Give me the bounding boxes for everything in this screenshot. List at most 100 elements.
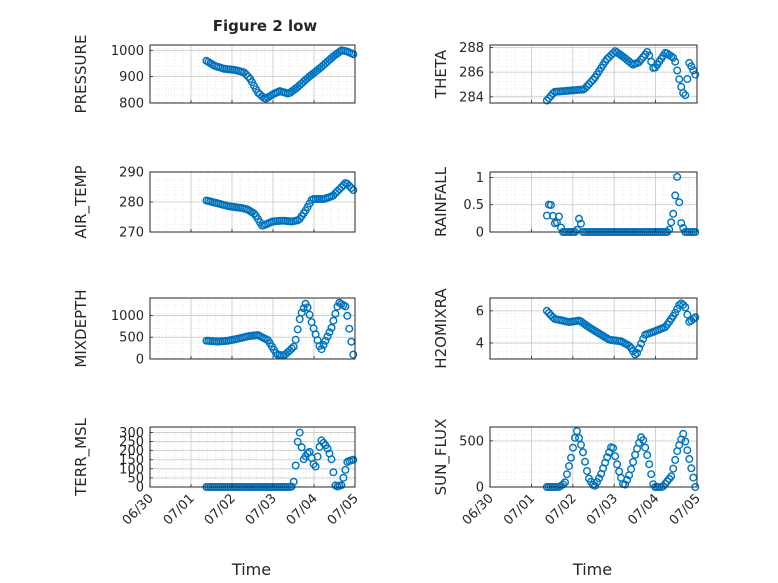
y-tick-label: 288 bbox=[459, 41, 484, 56]
data-point bbox=[681, 91, 690, 100]
data-point bbox=[647, 470, 656, 479]
y-tick-label: 200 bbox=[119, 444, 144, 459]
data-point bbox=[343, 311, 352, 320]
data-point bbox=[667, 472, 676, 481]
data-point bbox=[585, 80, 594, 89]
data-point bbox=[613, 460, 622, 469]
data-point bbox=[297, 308, 306, 317]
data-point bbox=[593, 478, 602, 487]
y-axis-label: TERR_MSL bbox=[72, 417, 91, 496]
data-point bbox=[575, 434, 584, 443]
y-axis-label: AIR_TEMP bbox=[72, 165, 91, 238]
data-point bbox=[323, 444, 332, 453]
data-point bbox=[669, 53, 678, 62]
data-point bbox=[569, 443, 578, 452]
data-point bbox=[546, 200, 555, 209]
plot-area bbox=[490, 427, 697, 487]
data-point bbox=[343, 179, 352, 188]
x-tick-label: 06/30 bbox=[460, 491, 497, 528]
x-tick-label: 07/05 bbox=[325, 491, 362, 528]
data-point bbox=[685, 455, 694, 464]
data-point bbox=[623, 475, 632, 484]
y-axis-label: RAINFALL bbox=[432, 166, 450, 237]
data-point bbox=[323, 332, 332, 341]
y-tick-label: 0 bbox=[136, 481, 144, 496]
data-point bbox=[573, 427, 582, 436]
data-point bbox=[303, 303, 312, 312]
data-point bbox=[242, 70, 251, 79]
y-tick-label: 0 bbox=[476, 481, 484, 496]
data-point bbox=[583, 82, 592, 91]
data-point bbox=[337, 183, 346, 192]
data-point bbox=[335, 185, 344, 194]
data-point bbox=[595, 474, 604, 483]
data-point bbox=[565, 462, 574, 471]
data-point bbox=[669, 209, 678, 218]
data-point bbox=[577, 219, 586, 228]
data-point bbox=[627, 465, 636, 474]
data-point bbox=[639, 334, 648, 343]
data-point bbox=[581, 457, 590, 466]
data-point bbox=[291, 461, 300, 470]
data-point bbox=[643, 451, 652, 460]
x-tick-label: 07/02 bbox=[543, 491, 580, 528]
data-point bbox=[542, 306, 551, 315]
subplot-mixdepth: 0 500 1000 MIXDEPTH bbox=[72, 289, 358, 368]
data-point bbox=[349, 185, 358, 194]
data-point bbox=[542, 96, 551, 105]
data-point bbox=[331, 189, 340, 198]
y-tick-label: 4 bbox=[476, 336, 484, 351]
data-point bbox=[581, 84, 590, 93]
data-point bbox=[679, 429, 688, 438]
y-tick-label: 0 bbox=[136, 353, 144, 368]
data-point bbox=[341, 465, 350, 474]
data-point bbox=[544, 94, 553, 103]
data-point bbox=[321, 336, 330, 345]
axes-box bbox=[489, 426, 698, 488]
data-point bbox=[629, 458, 638, 467]
data-point bbox=[687, 62, 696, 71]
x-tick-label: 07/05 bbox=[667, 491, 704, 528]
data-point bbox=[327, 455, 336, 464]
y-tick-label: 800 bbox=[119, 97, 144, 112]
y-tick-label: 500 bbox=[119, 331, 144, 346]
data-point bbox=[675, 198, 684, 207]
data-point bbox=[327, 323, 336, 332]
data-point bbox=[305, 310, 314, 319]
data-point bbox=[665, 225, 674, 234]
y-tick-label: 250 bbox=[119, 435, 144, 450]
y-tick-label: 0.5 bbox=[463, 198, 484, 213]
y-tick-label: 100 bbox=[119, 462, 144, 477]
x-tick-label: 07/03 bbox=[584, 491, 621, 528]
data-point bbox=[645, 460, 654, 469]
data-point bbox=[557, 223, 566, 232]
data-point bbox=[587, 77, 596, 86]
plot-area bbox=[490, 172, 697, 232]
data-point bbox=[671, 308, 680, 317]
data-point bbox=[349, 50, 358, 59]
data-point bbox=[681, 437, 690, 446]
data-point bbox=[329, 191, 338, 200]
data-point bbox=[671, 455, 680, 464]
y-axis-label: PRESSURE bbox=[72, 35, 90, 114]
y-tick-label: 280 bbox=[119, 196, 144, 211]
x-tick-label: 07/03 bbox=[243, 491, 280, 528]
y-tick-label: 150 bbox=[119, 453, 144, 468]
data-point bbox=[633, 349, 642, 358]
x-axis-label: Time bbox=[231, 560, 271, 579]
data-point bbox=[313, 452, 322, 461]
data-point bbox=[293, 437, 302, 446]
data-point bbox=[325, 328, 334, 337]
y-axis-label: THETA bbox=[432, 49, 450, 99]
data-point bbox=[631, 350, 640, 359]
y-tick-label: 286 bbox=[459, 66, 484, 81]
y-tick-label: 270 bbox=[119, 226, 144, 241]
y-axis-label: MIXDEPTH bbox=[72, 289, 90, 367]
data-point bbox=[691, 313, 700, 322]
data-point bbox=[544, 309, 553, 318]
data-point bbox=[559, 480, 568, 489]
y-tick-label: 900 bbox=[119, 70, 144, 85]
data-point bbox=[605, 448, 614, 457]
subplot-h2omixra: 4 6 H2OMIXRA bbox=[432, 288, 700, 369]
